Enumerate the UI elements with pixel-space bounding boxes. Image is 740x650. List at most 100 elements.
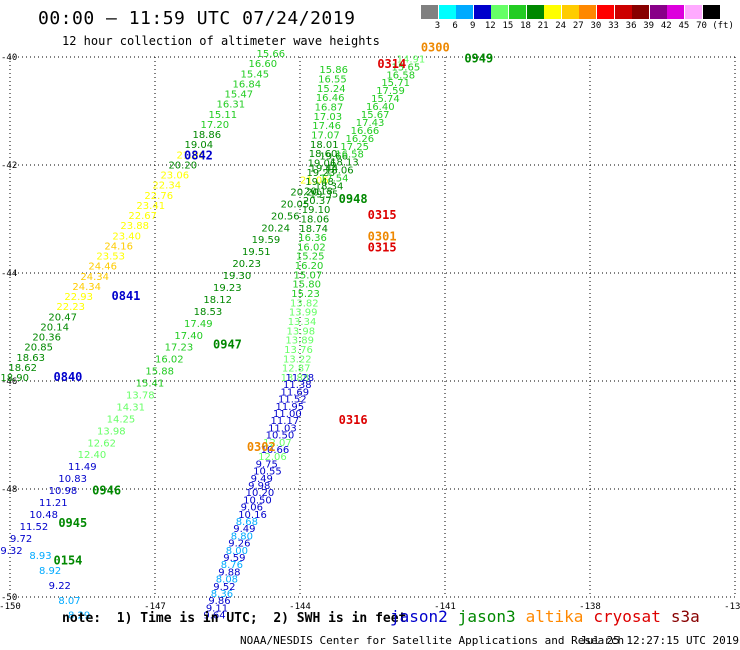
wave-height-value: 19.06 [308,158,337,169]
lat-tick-label: -42 [1,161,17,171]
wave-height-value: 19.44 [310,164,339,175]
wave-height-value: 8.93 [29,551,51,562]
wave-height-value: 20.14 [40,322,69,333]
scale-swatch [702,5,720,19]
wave-height-value: 18.86 [192,130,221,141]
pass-time-label: 0945 [58,516,87,530]
wave-height-value: 19.51 [242,247,271,258]
wave-height-value: 16.40 [366,102,395,113]
wave-height-value: 8.29 [68,611,90,622]
scale-label: 36 [625,21,637,31]
wave-height-value: 17.49 [184,319,213,330]
pass-time-label: 0840 [54,370,83,384]
wave-height-value: 16.84 [232,79,261,90]
wave-height-value: 13.98 [97,426,126,437]
wave-height-value: 11.95 [276,402,305,413]
wave-height-value: 13.98 [287,326,316,337]
scale-swatch [667,5,685,19]
wave-height-value: 9.06 [241,503,263,514]
scale-label: 30 [590,21,602,31]
pass-time-label: 0949 [464,51,493,65]
wave-height-value: 11.38 [283,380,312,391]
wave-height-value: 15.23 [291,289,320,300]
wave-height-value: 22.34 [152,181,181,192]
scale-label: 18 [520,21,531,31]
wave-height-value: 10.20 [246,488,275,499]
wave-height-value: 9.22 [49,581,71,592]
wave-height-value: 15.07 [294,270,323,281]
scale-swatch [579,5,597,19]
wave-height-value: 18.53 [194,307,223,318]
lat-tick-label: -46 [1,377,17,387]
scale-label: 3 [434,21,441,31]
wave-height-value: 15.65 [392,62,421,73]
wave-height-value: 15.24 [317,84,346,95]
wave-height-value: 20.20 [290,187,319,198]
scale-label: 15 [502,21,514,31]
wave-height-value: 15.66 [257,49,286,60]
wave-height-value: 12.07 [263,438,292,449]
scale-swatch [421,5,438,19]
wave-height-value: 11.52 [20,522,49,533]
wave-height-value: 15.71 [381,78,410,89]
wave-height-value: 20.85 [24,343,53,354]
wave-height-value: 16.02 [155,355,184,366]
wave-height-value: 15.74 [371,94,400,105]
wave-height-value: 19.66 [319,152,348,163]
wave-height-value: 17.23 [165,343,194,354]
wave-height-value: 18.63 [16,353,45,364]
wave-height-value: 13.22 [283,354,312,365]
scale-swatch [491,5,509,19]
lat-tick-label: -44 [1,269,17,279]
wave-height-value: 17.43 [356,118,385,129]
wave-height-value: 10.50 [243,495,272,506]
wave-height-value: 11.21 [39,498,68,509]
wave-height-value: 19.04 [184,140,213,151]
wave-height-value: 19.30 [223,271,252,282]
lon-tick-label: -150 [0,602,21,612]
wave-height-value: 9.75 [256,459,278,470]
wave-height-value: 9.88 [218,567,240,578]
wave-height-value: 24.16 [104,241,133,252]
wave-height-value: 18.01 [310,140,339,151]
pass-time-label: 0300 [421,41,450,55]
wave-height-value: 11.52 [278,395,307,406]
wave-height-value: 21.06 [300,175,329,186]
lat-tick-label: -50 [1,593,17,603]
wave-height-value: 23.53 [96,252,125,263]
wave-height-value: 10.16 [238,510,267,521]
wave-height-value: 17.54 [320,174,349,185]
wave-height-value: 11.28 [286,373,315,384]
pass-time-label: 0946 [92,483,121,497]
wave-height-value: 9.98 [248,481,270,492]
scale-swatch [597,5,614,19]
satellite-legend: jason2 jason3 altika cryosat s3a [390,607,710,626]
scale-label: 9 [469,21,476,31]
pass-time-label: 0842 [184,149,213,163]
wave-height-value: 9.32 [0,546,22,557]
wave-height-value: 10.55 [253,467,282,478]
wave-height-value: 19.10 [302,205,331,216]
wave-height-value: 16.66 [351,126,380,137]
wave-height-value: 14.25 [107,414,136,425]
scale-label: 21 [537,21,549,31]
wave-height-value: 19.35 [310,189,339,200]
wave-height-value: 9.52 [213,582,235,593]
lon-tick-label: -138 [579,602,601,612]
scale-swatch [614,5,632,19]
scale-label: 24 [555,21,567,31]
scale-label: 33 [608,21,619,31]
wave-height-value: 15.67 [361,110,390,121]
wave-height-value: 24.34 [72,282,101,293]
wave-height-value: 14.91 [397,54,426,65]
wave-height-value: 17.46 [312,121,341,132]
lon-tick-label: -141 [434,602,456,612]
wave-height-value: 9.49 [251,474,273,485]
wave-height-value: 9.49 [233,524,255,535]
wave-height-value: 18.62 [8,363,37,374]
wave-height-value: 15.45 [240,69,269,80]
wave-height-value: 20.47 [48,312,77,323]
footer-credit: NOAA/NESDIS Center for Satellite Applica… [240,634,625,647]
wave-height-value: 16.02 [297,242,326,253]
wave-height-value: 18.90 [0,373,29,384]
